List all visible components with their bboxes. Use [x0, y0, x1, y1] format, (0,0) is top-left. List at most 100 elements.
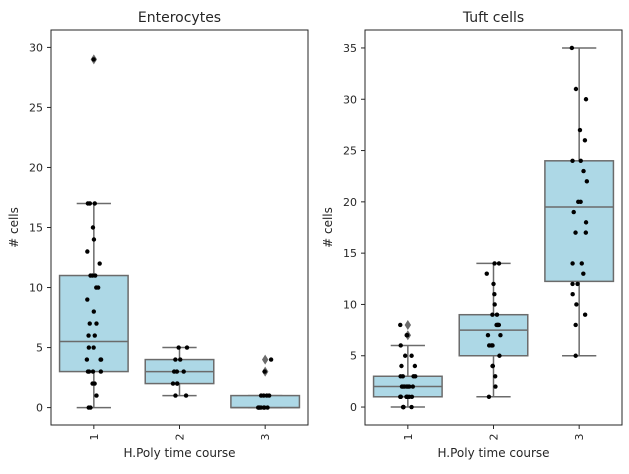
data-point	[183, 393, 189, 398]
data-point	[409, 353, 414, 358]
data-point	[498, 333, 503, 338]
x-axis-label: H.Poly time course	[437, 446, 549, 460]
data-point	[494, 312, 500, 317]
data-point	[86, 405, 91, 410]
data-point	[91, 237, 97, 242]
data-point	[266, 393, 272, 398]
data-point	[404, 394, 409, 399]
data-point	[583, 230, 589, 235]
box-2	[458, 313, 529, 357]
data-point	[97, 261, 102, 266]
data-point	[492, 291, 497, 297]
data-point	[181, 369, 186, 374]
data-point	[87, 321, 92, 326]
outlier-marker	[404, 319, 412, 330]
data-point	[92, 333, 97, 338]
y-axis-label: # cells	[7, 207, 21, 248]
data-point	[581, 168, 586, 174]
data-point	[582, 312, 588, 317]
data-point	[173, 393, 178, 398]
y-tick-label: 15	[343, 247, 357, 260]
data-point	[90, 225, 96, 230]
data-point	[98, 369, 104, 374]
data-point	[88, 273, 93, 278]
data-point	[571, 209, 576, 215]
data-point	[402, 384, 407, 389]
data-point	[573, 86, 579, 92]
plot-frame	[364, 29, 623, 426]
data-point	[490, 363, 495, 369]
data-point	[404, 333, 410, 338]
y-tick-label: 25	[29, 101, 43, 114]
data-point	[84, 357, 90, 362]
data-point	[581, 271, 586, 276]
box-1	[58, 274, 129, 373]
data-point	[171, 369, 177, 374]
y-tick-label: 30	[343, 93, 357, 106]
data-point	[174, 381, 180, 386]
data-point	[409, 404, 414, 410]
data-point	[413, 374, 418, 379]
y-tick-label: 5	[350, 350, 357, 363]
data-point	[492, 261, 497, 266]
data-point	[491, 281, 496, 287]
data-point	[173, 357, 178, 362]
data-point	[94, 321, 99, 326]
data-point	[91, 57, 96, 62]
chart-title-enterocytes: Enterocytes	[138, 10, 221, 26]
data-point	[87, 201, 93, 206]
y-tick-label: 10	[343, 298, 357, 311]
data-point	[579, 261, 584, 266]
data-point	[91, 309, 97, 314]
chart-title-tuft-cells: Tuft cells	[462, 10, 524, 26]
y-tick-label: 20	[29, 161, 43, 174]
y-tick-label: 10	[29, 282, 43, 295]
x-tick-label: 3	[259, 434, 272, 441]
data-point	[265, 405, 270, 410]
data-point	[94, 285, 99, 290]
x-tick-label: 1	[402, 434, 415, 441]
data-point	[86, 345, 92, 350]
data-point	[485, 333, 491, 338]
y-tick-label: 5	[36, 342, 43, 355]
data-point	[582, 138, 588, 143]
chart-panel-tuft-cells: 0 5 10 15 20 25 30 35 1 2 3 Tuft cells H.Poly time c…	[321, 10, 623, 460]
data-point	[569, 45, 575, 51]
y-tick-label: 25	[343, 145, 357, 158]
data-point	[261, 393, 266, 398]
data-point	[493, 384, 498, 389]
data-point	[574, 302, 579, 307]
data-point	[268, 357, 274, 362]
y-tick-label: 30	[29, 41, 43, 54]
x-tick-label: 3	[573, 434, 586, 441]
data-point	[398, 343, 403, 348]
chart-panel-enterocytes: 0 5 10 15 20 25 30 1 2 3 Enterocytes H.Poly time co…	[7, 10, 309, 460]
y-axis-label: # cells	[321, 207, 335, 248]
x-tick-label: 2	[488, 434, 501, 441]
data-point	[85, 249, 90, 254]
data-point	[492, 302, 497, 307]
data-point	[573, 322, 578, 328]
data-point	[496, 261, 502, 266]
data-point	[570, 158, 575, 164]
box-3	[544, 160, 615, 283]
data-point	[496, 322, 502, 328]
data-point	[412, 363, 418, 369]
plot-frame	[50, 29, 309, 426]
data-point	[575, 281, 580, 287]
data-point	[398, 322, 403, 328]
data-point	[583, 220, 589, 225]
outlier-marker	[261, 354, 269, 365]
data-point	[398, 394, 403, 399]
data-point	[486, 343, 492, 348]
data-point	[400, 374, 406, 379]
y-tick-label: 0	[36, 402, 43, 415]
data-point	[98, 357, 104, 362]
x-tick-label: 2	[174, 434, 187, 441]
data-point	[92, 201, 97, 206]
data-point	[486, 394, 492, 399]
data-point	[92, 381, 97, 386]
data-point	[170, 381, 176, 386]
